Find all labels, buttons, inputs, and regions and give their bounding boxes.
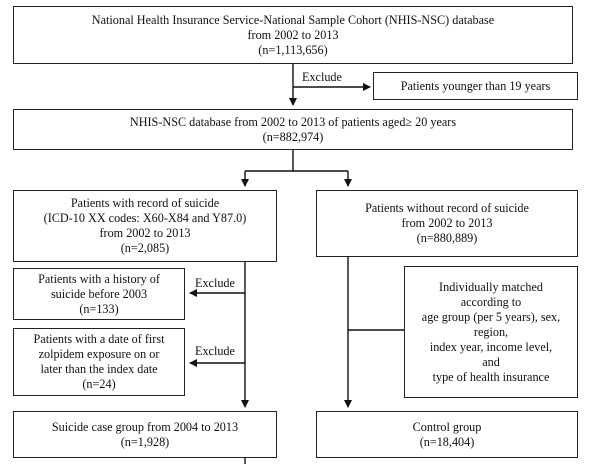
aged-20-plus-box: NHIS-NSC database from 2002 to 2013 of p… xyxy=(13,109,573,150)
box-line: National Health Insurance Service-Nation… xyxy=(91,12,495,27)
box-line: suicide before 2003 xyxy=(50,286,148,301)
box-line: Patients with record of suicide xyxy=(70,196,220,210)
box-line: Control group xyxy=(412,419,482,434)
box-line: age group (per 5 years), sex, xyxy=(421,309,561,324)
box-line: (n=880,889) xyxy=(416,231,478,245)
box-line: (n=24) xyxy=(82,377,116,391)
box-line: Patients younger than 19 years xyxy=(400,78,551,93)
box-line: NHIS-NSC database from 2002 to 2013 of p… xyxy=(129,114,457,129)
box-line: (n=1,113,656) xyxy=(258,42,328,57)
matching-criteria-box: Individually matched according to age gr… xyxy=(404,266,578,398)
box-line: (n=18,404) xyxy=(419,434,475,449)
exclude-label-2: Exclude xyxy=(195,276,235,290)
box-line: zolpidem exposure on or xyxy=(38,347,160,361)
suicide-record-box: Patients with record of suicide (ICD-10 … xyxy=(13,190,277,262)
exclude-label-3: Exclude xyxy=(195,344,235,358)
no-suicide-record-box: Patients without record of suicide from … xyxy=(316,190,578,257)
box-line: Patients with a date of first xyxy=(33,332,165,346)
box-line: (n=882,974) xyxy=(262,129,324,144)
box-line: region, xyxy=(473,324,509,339)
control-group-box: Control group (n=18,404) xyxy=(316,411,578,458)
suicide-before-2003-box: Patients with a history of suicide befor… xyxy=(13,268,185,320)
box-line: from 2002 to 2013 xyxy=(247,27,339,42)
box-line: type of health insurance xyxy=(432,369,550,384)
box-line: Patients with a history of xyxy=(38,271,160,286)
box-line: (ICD-10 XX codes: X60-X84 and Y87.0) xyxy=(43,211,247,225)
box-line: and xyxy=(482,354,500,369)
younger-than-19-box: Patients younger than 19 years xyxy=(373,72,578,100)
box-line: according to xyxy=(460,294,522,309)
box-line: (n=2,085) xyxy=(120,241,170,255)
box-line: Patients without record of suicide xyxy=(365,201,529,215)
box-line: Individually matched xyxy=(439,279,543,294)
nhis-nsc-database-box: National Health Insurance Service-Nation… xyxy=(13,6,573,64)
suicide-case-group-box: Suicide case group from 2004 to 2013 (n=… xyxy=(13,411,277,458)
box-line: later than the index date xyxy=(40,362,158,376)
box-line: from 2002 to 2013 xyxy=(401,216,493,230)
exclude-label-1: Exclude xyxy=(302,70,342,84)
zolpidem-later-box: Patients with a date of first zolpidem e… xyxy=(13,328,185,396)
box-line: (n=133) xyxy=(79,301,119,316)
box-line: (n=1,928) xyxy=(120,434,170,449)
box-line: index year, income level, xyxy=(429,339,553,354)
box-line: Suicide case group from 2004 to 2013 xyxy=(51,419,239,434)
box-line: from 2002 to 2013 xyxy=(99,226,191,240)
